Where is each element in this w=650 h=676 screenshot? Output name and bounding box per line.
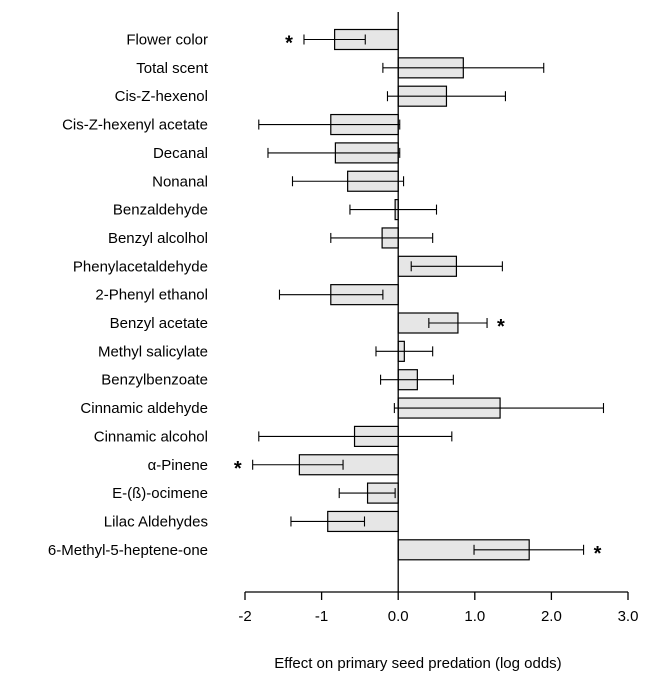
significance-marker: * bbox=[285, 33, 293, 55]
x-tick-label: 3.0 bbox=[618, 608, 639, 625]
error-bar bbox=[291, 176, 405, 187]
error-bar bbox=[290, 516, 366, 527]
error-bar bbox=[278, 289, 384, 300]
x-tick-label: -2 bbox=[238, 608, 251, 625]
error-bar bbox=[473, 544, 585, 555]
category-label: Benzaldehyde bbox=[113, 202, 208, 219]
category-label: Decanal bbox=[153, 145, 208, 162]
category-label: Total scent bbox=[136, 60, 209, 77]
category-label: Benzylbenzoate bbox=[101, 372, 208, 389]
significance-marker: * bbox=[497, 316, 505, 338]
significance-layer: * * * * bbox=[234, 33, 602, 565]
error-bar bbox=[382, 62, 545, 73]
category-labels-layer: Flower color Total scent Cis-Z-hexenol Cis-… bbox=[48, 32, 209, 559]
category-label: E-(ß)-ocimene bbox=[112, 485, 208, 502]
category-label: Methyl salicylate bbox=[98, 343, 208, 360]
error-bar bbox=[410, 261, 503, 272]
significance-marker: * bbox=[594, 543, 602, 565]
error-bar bbox=[303, 34, 366, 45]
category-label: Cis-Z-hexenol bbox=[115, 88, 208, 105]
x-tick-label: -1 bbox=[315, 608, 328, 625]
error-bar bbox=[258, 119, 401, 130]
error-bar bbox=[380, 374, 454, 385]
error-bars-layer bbox=[252, 34, 605, 555]
significance-marker: * bbox=[234, 458, 242, 480]
x-tick-label: 1.0 bbox=[464, 608, 485, 625]
error-bar bbox=[375, 346, 434, 357]
category-label: Nonanal bbox=[152, 173, 208, 190]
error-bar bbox=[393, 403, 605, 414]
error-bar bbox=[428, 318, 488, 328]
category-label: Cinnamic alcohol bbox=[94, 428, 208, 445]
error-bar bbox=[338, 488, 396, 499]
x-axis-title: Effect on primary seed predation (log od… bbox=[274, 655, 561, 672]
x-tick-label: 0.0 bbox=[388, 608, 409, 625]
error-bar bbox=[258, 431, 453, 442]
category-label: Phenylacetaldehyde bbox=[73, 258, 208, 275]
category-label: Flower color bbox=[126, 32, 208, 49]
category-label: Benzyl acetate bbox=[110, 315, 208, 332]
category-label: Benzyl alcolhol bbox=[108, 230, 208, 247]
x-tick-label: 2.0 bbox=[541, 608, 562, 625]
category-label: Lilac Aldehydes bbox=[104, 513, 208, 530]
error-bar bbox=[252, 459, 344, 470]
category-label: Cinnamic aldehyde bbox=[80, 400, 208, 417]
x-axis: -2 -1 0.0 1.0 2.0 3.0 bbox=[238, 12, 638, 625]
category-label: α-Pinene bbox=[148, 457, 208, 474]
category-label: Cis-Z-hexenyl acetate bbox=[62, 117, 208, 134]
error-bar bbox=[386, 91, 506, 102]
error-bar bbox=[330, 232, 434, 243]
category-label: 2-Phenyl ethanol bbox=[95, 287, 208, 304]
error-bar bbox=[349, 204, 438, 215]
category-label: 6-Methyl-5-heptene-one bbox=[48, 542, 208, 559]
error-bar bbox=[267, 147, 401, 158]
